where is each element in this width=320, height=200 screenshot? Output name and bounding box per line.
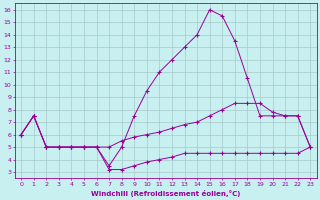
X-axis label: Windchill (Refroidissement éolien,°C): Windchill (Refroidissement éolien,°C)	[91, 190, 240, 197]
